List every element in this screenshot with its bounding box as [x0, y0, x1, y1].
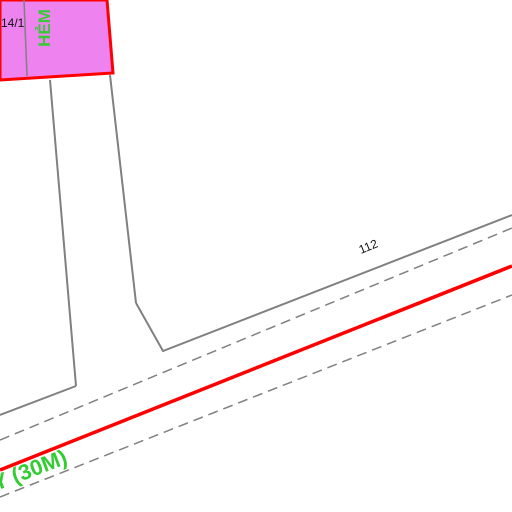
alley-left-boundary [49, 79, 77, 387]
alley-name-label: HẺM [35, 9, 54, 47]
road-edge-upper-dashed [0, 227, 512, 441]
road-edge-lower-dashed [0, 294, 512, 498]
parcel-label-14-1: 14/1 [1, 16, 25, 30]
alley-right-boundary [109, 74, 137, 304]
road-red-boundary-line [0, 264, 512, 472]
parcel-divider-line [23, 0, 28, 77]
lower-left-parcel-boundary [0, 385, 77, 416]
parcel-label-112: 112 [357, 236, 380, 256]
parcel-112-boundary [135, 214, 512, 353]
highlighted-parcel[interactable] [0, 0, 115, 82]
